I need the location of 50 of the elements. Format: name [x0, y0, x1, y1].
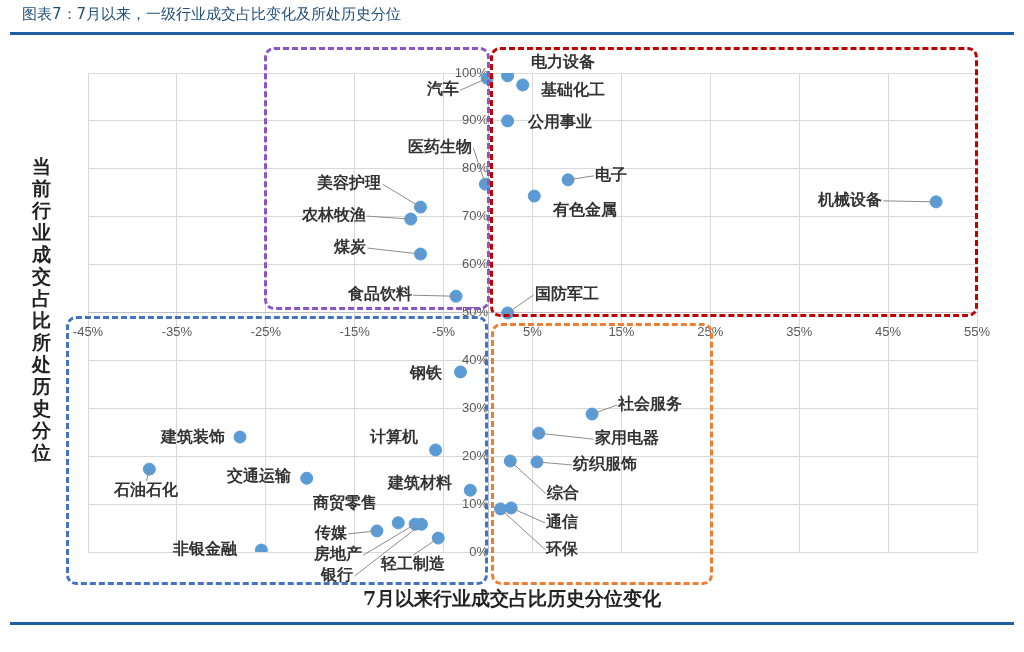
x-tick-label: -15%	[339, 323, 371, 339]
data-label: 医药生物	[408, 137, 473, 157]
data-label: 计算机	[368, 427, 418, 447]
x-tick-label: 55%	[963, 323, 991, 339]
x-tick-label: 35%	[786, 323, 813, 339]
x-tick-label: -5%	[432, 323, 456, 339]
x-tick-label: 25%	[697, 323, 724, 339]
data-label: 建筑材料	[386, 473, 453, 493]
data-label: 综合	[546, 483, 580, 503]
data-label: 钢铁	[409, 363, 444, 383]
data-label: 环保	[545, 539, 580, 559]
y-tick-label: 70%	[462, 208, 489, 224]
y-tick-label: 20%	[462, 447, 489, 463]
y-tick-label: 60%	[462, 256, 489, 272]
data-label: 国防军工	[534, 284, 599, 304]
x-axis-title: 7月以来行业成交占比历史分位变化	[361, 586, 663, 611]
x-tick-label: -35%	[161, 323, 193, 339]
data-label: 非银金融	[172, 539, 239, 559]
data-label: 汽车	[426, 79, 460, 99]
data-label: 建筑装饰	[159, 427, 226, 447]
y-tick-label: 80%	[462, 160, 489, 176]
data-label: 石油石化	[113, 480, 180, 500]
data-label: 纺织服饰	[571, 454, 637, 474]
x-tick-label: -25%	[250, 323, 282, 339]
data-label: 农林牧渔	[300, 205, 366, 225]
data-label: 有色金属	[552, 200, 618, 220]
data-label: 食品饮料	[347, 284, 413, 304]
data-label: 家用电器	[593, 428, 659, 448]
data-label: 机械设备	[817, 190, 883, 210]
data-label: 轻工制造	[380, 554, 447, 574]
x-tick-label: 15%	[608, 323, 635, 339]
chart-title: 图表7：7月以来，一级行业成交占比变化及所处历史分位	[22, 5, 402, 24]
data-label: 基础化工	[539, 80, 605, 100]
data-label: 公用事业	[526, 112, 592, 132]
data-label: 商贸零售	[312, 492, 378, 512]
data-label: 电子	[595, 164, 628, 184]
x-tick-label: 5%	[523, 323, 543, 339]
x-tick-label: -45%	[72, 323, 104, 339]
data-label: 美容护理	[316, 173, 382, 193]
data-label: 通信	[545, 512, 579, 532]
y-tick-label: 90%	[462, 112, 489, 128]
data-label: 社会服务	[617, 394, 683, 414]
x-tick-label: 45%	[875, 323, 902, 339]
data-label: 煤炭	[333, 237, 368, 257]
data-label: 传媒	[313, 523, 348, 543]
text: 当前行业成交占比所处历史分位	[31, 155, 51, 463]
data-label: 银行	[320, 565, 354, 585]
data-label: 交通运输	[225, 466, 292, 486]
data-label: 电力设备	[530, 52, 595, 72]
data-label: 房地产	[313, 544, 363, 564]
